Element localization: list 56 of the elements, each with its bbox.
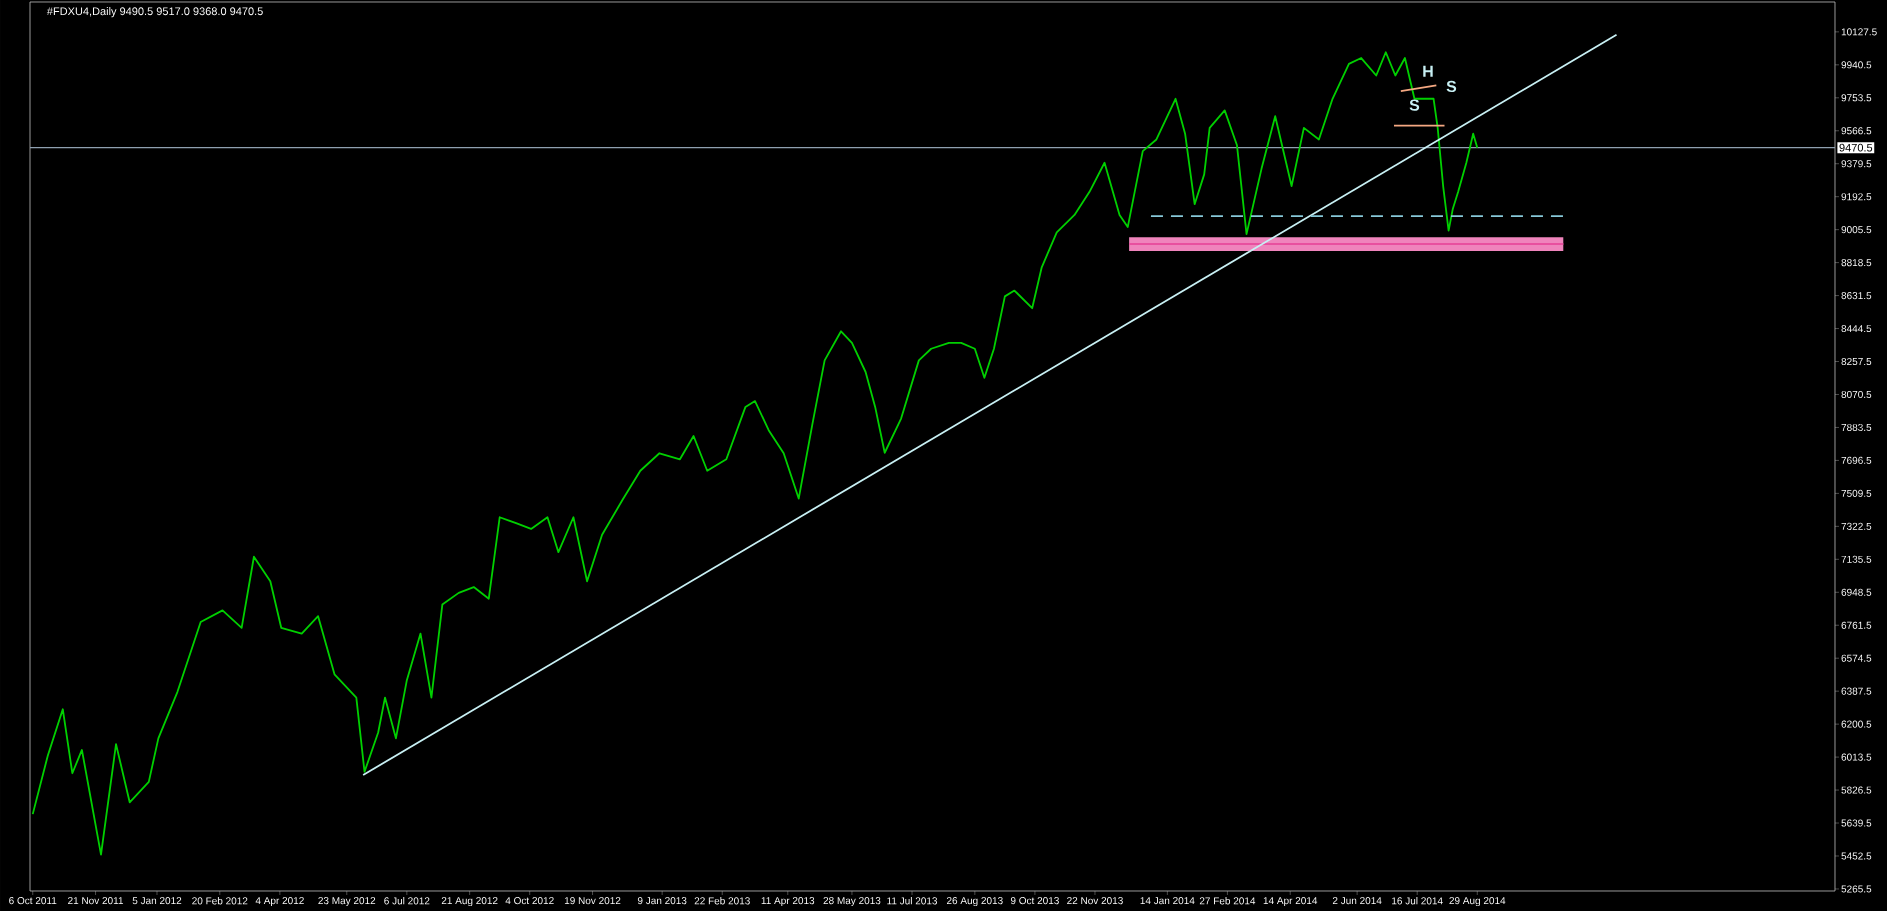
x-tick-label: 27 Feb 2014 (1199, 897, 1256, 905)
y-tick-label: 9379.5 (1841, 160, 1872, 168)
y-tick-label: 6761.5 (1841, 621, 1872, 629)
y-tick-label: 8257.5 (1841, 357, 1872, 366)
y-tick-label: 6200.5 (1841, 720, 1872, 728)
x-tick-label: 4 Apr 2012 (255, 897, 304, 907)
y-tick-label: 7135.5 (1841, 555, 1872, 563)
x-tick-label: 14 Apr 2014 (1263, 897, 1318, 907)
ref-line-label: 9470.5 (1839, 143, 1873, 152)
y-tick-label: 5826.5 (1841, 786, 1872, 794)
y-tick-label: 9192.5 (1841, 193, 1872, 201)
y-tick-label: 9566.5 (1841, 127, 1872, 135)
x-tick-label: 23 May 2012 (318, 897, 376, 907)
x-tick-label: 29 Aug 2014 (1449, 897, 1506, 907)
x-tick-label: 11 Apr 2013 (761, 897, 815, 907)
y-tick-label: 8444.5 (1841, 325, 1872, 333)
x-tick-label: 21 Nov 2011 (68, 897, 124, 905)
x-tick-label: 20 Feb 2012 (192, 897, 248, 905)
y-tick-label: 6013.5 (1841, 753, 1872, 761)
x-tick-label: 4 Oct 2012 (505, 897, 554, 905)
x-tick-label: 6 Oct 2011 (9, 897, 57, 905)
y-tick-label: 7509.5 (1841, 489, 1872, 497)
x-tick-label: 26 Aug 2013 (946, 897, 1003, 907)
y-tick-label: 5452.5 (1841, 852, 1872, 860)
x-tick-label: 16 Jul 2014 (1392, 897, 1443, 905)
x-tick-label: 9 Jan 2013 (637, 897, 687, 905)
y-tick-label: 7883.5 (1841, 423, 1872, 431)
x-tick-label: 5 Jan 2012 (132, 897, 182, 905)
chart-title: #FDXU4,Daily 9490.5 9517.0 9368.0 9470.5 (46, 7, 263, 18)
y-tick-label: 9005.5 (1841, 226, 1872, 234)
y-tick-label: 8070.5 (1841, 390, 1872, 399)
x-tick-label: 22 Nov 2013 (1067, 897, 1123, 905)
y-tick-label: 6574.5 (1841, 654, 1872, 662)
x-tick-label: 11 Jul 2013 (887, 897, 938, 905)
annotation: S (1446, 80, 1457, 93)
x-tick-label: 9 Oct 2013 (1010, 897, 1059, 905)
y-tick-label: 5265.5 (1841, 885, 1872, 893)
y-tick-label: 9753.5 (1841, 94, 1872, 102)
x-tick-label: 22 Feb 2013 (694, 897, 750, 905)
x-tick-label: 2 Jun 2014 (1332, 897, 1382, 905)
y-tick-label: 9940.5 (1841, 61, 1872, 69)
y-tick-label: 7696.5 (1841, 456, 1872, 464)
x-tick-label: 19 Nov 2012 (564, 897, 621, 905)
y-tick-label: 8631.5 (1841, 292, 1872, 300)
y-tick-label: 8818.5 (1841, 259, 1872, 267)
y-tick-label: 7322.5 (1841, 522, 1872, 530)
y-tick-label: 6948.5 (1841, 588, 1872, 596)
x-tick-label: 21 Aug 2012 (441, 897, 498, 907)
y-tick-label: 5639.5 (1841, 819, 1872, 827)
y-tick-label: 6387.5 (1841, 687, 1872, 695)
x-tick-label: 28 May 2013 (823, 897, 881, 907)
annotation: S (1409, 99, 1420, 111)
x-tick-label: 14 Jan 2014 (1140, 897, 1195, 905)
y-tick-label: 10127.5 (1841, 28, 1877, 36)
annotation: H (1423, 65, 1433, 77)
x-tick-label: 6 Jul 2012 (384, 897, 430, 905)
